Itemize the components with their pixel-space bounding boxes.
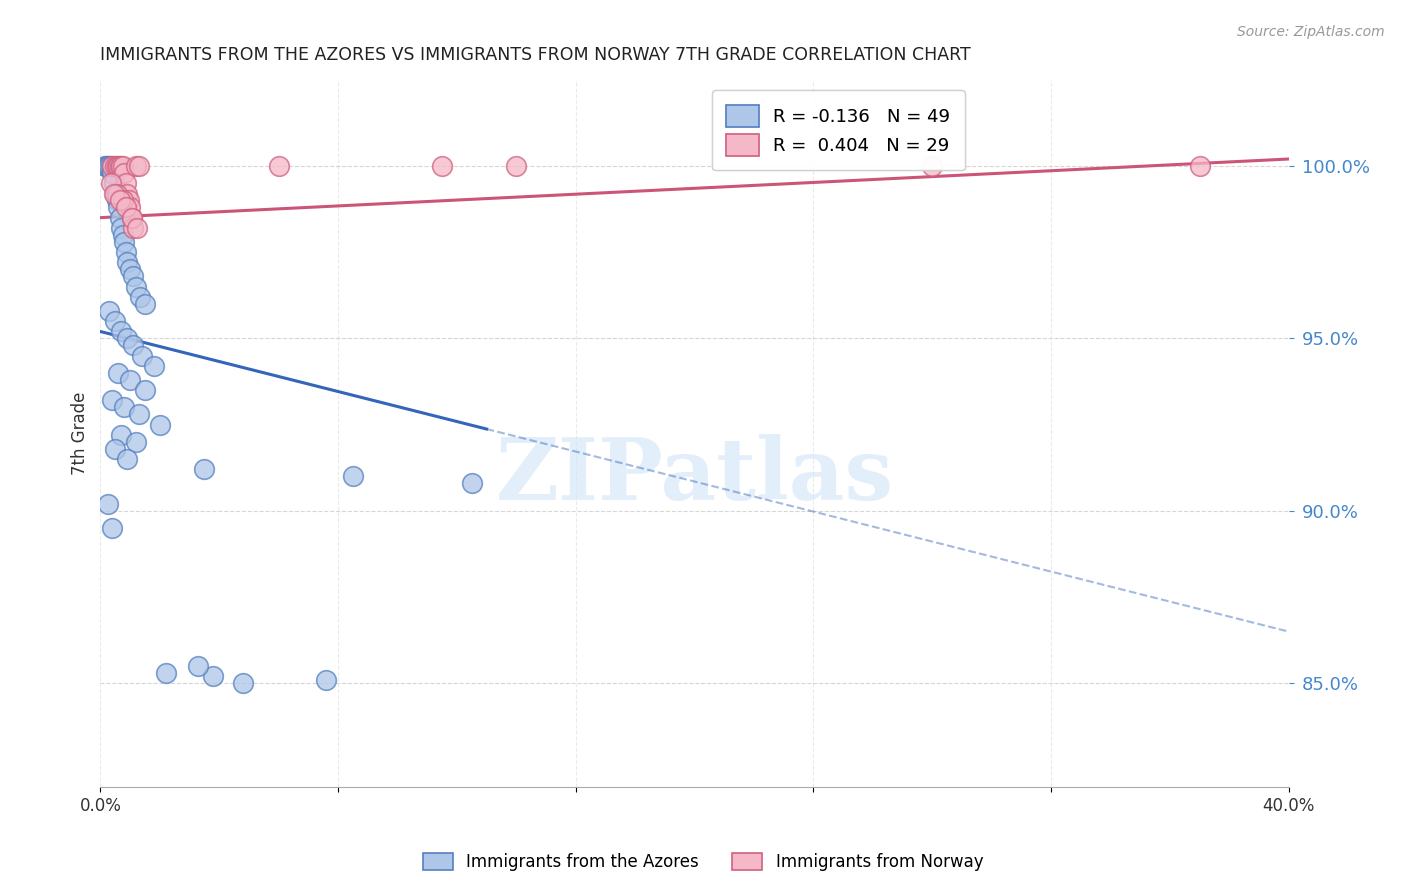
- Point: [193, 462, 215, 476]
- Point: [142, 359, 165, 373]
- Point: [121, 211, 143, 225]
- Point: [110, 325, 132, 339]
- Point: [104, 314, 127, 328]
- Point: [105, 159, 128, 173]
- Point: [430, 159, 453, 173]
- Point: [115, 255, 138, 269]
- Point: [97, 497, 120, 511]
- Point: [125, 279, 148, 293]
- Point: [315, 673, 337, 687]
- Point: [125, 434, 148, 449]
- Point: [921, 159, 943, 173]
- Point: [149, 417, 172, 432]
- Point: [120, 373, 142, 387]
- Point: [134, 297, 156, 311]
- Point: [131, 349, 153, 363]
- Point: [120, 200, 142, 214]
- Point: [108, 159, 131, 173]
- Point: [122, 269, 145, 284]
- Point: [129, 290, 152, 304]
- Point: [134, 383, 156, 397]
- Point: [112, 235, 135, 249]
- Point: [112, 166, 135, 180]
- Point: [122, 221, 145, 235]
- Point: [97, 159, 120, 173]
- Point: [115, 186, 138, 201]
- Point: [107, 200, 129, 214]
- Point: [98, 303, 121, 318]
- Point: [128, 407, 150, 421]
- Point: [100, 159, 122, 173]
- Point: [115, 331, 138, 345]
- Point: [111, 159, 134, 173]
- Point: [122, 338, 145, 352]
- Point: [342, 469, 364, 483]
- Text: ZIPatlas: ZIPatlas: [495, 434, 894, 517]
- Point: [127, 221, 149, 235]
- Point: [98, 159, 121, 173]
- Text: Source: ZipAtlas.com: Source: ZipAtlas.com: [1237, 25, 1385, 39]
- Point: [120, 262, 142, 277]
- Point: [101, 393, 124, 408]
- Point: [94, 159, 117, 173]
- Point: [232, 676, 254, 690]
- Point: [117, 194, 139, 208]
- Point: [112, 401, 135, 415]
- Point: [107, 366, 129, 380]
- Legend: R = -0.136   N = 49, R =  0.404   N = 29: R = -0.136 N = 49, R = 0.404 N = 29: [711, 90, 965, 170]
- Point: [107, 159, 129, 173]
- Point: [104, 186, 127, 201]
- Point: [111, 227, 134, 242]
- Point: [108, 211, 131, 225]
- Point: [105, 186, 128, 201]
- Point: [103, 176, 125, 190]
- Point: [96, 159, 118, 173]
- Point: [505, 159, 527, 173]
- Point: [110, 159, 132, 173]
- Point: [125, 159, 148, 173]
- Point: [461, 476, 484, 491]
- Point: [105, 194, 128, 208]
- Point: [101, 159, 124, 173]
- Point: [115, 452, 138, 467]
- Text: IMMIGRANTS FROM THE AZORES VS IMMIGRANTS FROM NORWAY 7TH GRADE CORRELATION CHART: IMMIGRANTS FROM THE AZORES VS IMMIGRANTS…: [100, 46, 972, 64]
- Point: [114, 245, 136, 260]
- Legend: Immigrants from the Azores, Immigrants from Norway: Immigrants from the Azores, Immigrants f…: [415, 845, 991, 880]
- Point: [128, 159, 150, 173]
- Point: [110, 428, 132, 442]
- Point: [110, 221, 132, 235]
- Point: [1188, 159, 1211, 173]
- Point: [155, 665, 177, 680]
- Point: [101, 166, 124, 180]
- Point: [111, 194, 134, 208]
- Point: [104, 442, 127, 456]
- Point: [101, 521, 124, 535]
- Point: [267, 159, 290, 173]
- Point: [114, 176, 136, 190]
- Point: [103, 186, 125, 201]
- Point: [187, 659, 209, 673]
- Point: [114, 200, 136, 214]
- Y-axis label: 7th Grade: 7th Grade: [72, 392, 89, 475]
- Point: [121, 211, 143, 225]
- Point: [100, 176, 122, 190]
- Point: [104, 159, 127, 173]
- Point: [108, 194, 131, 208]
- Point: [202, 669, 225, 683]
